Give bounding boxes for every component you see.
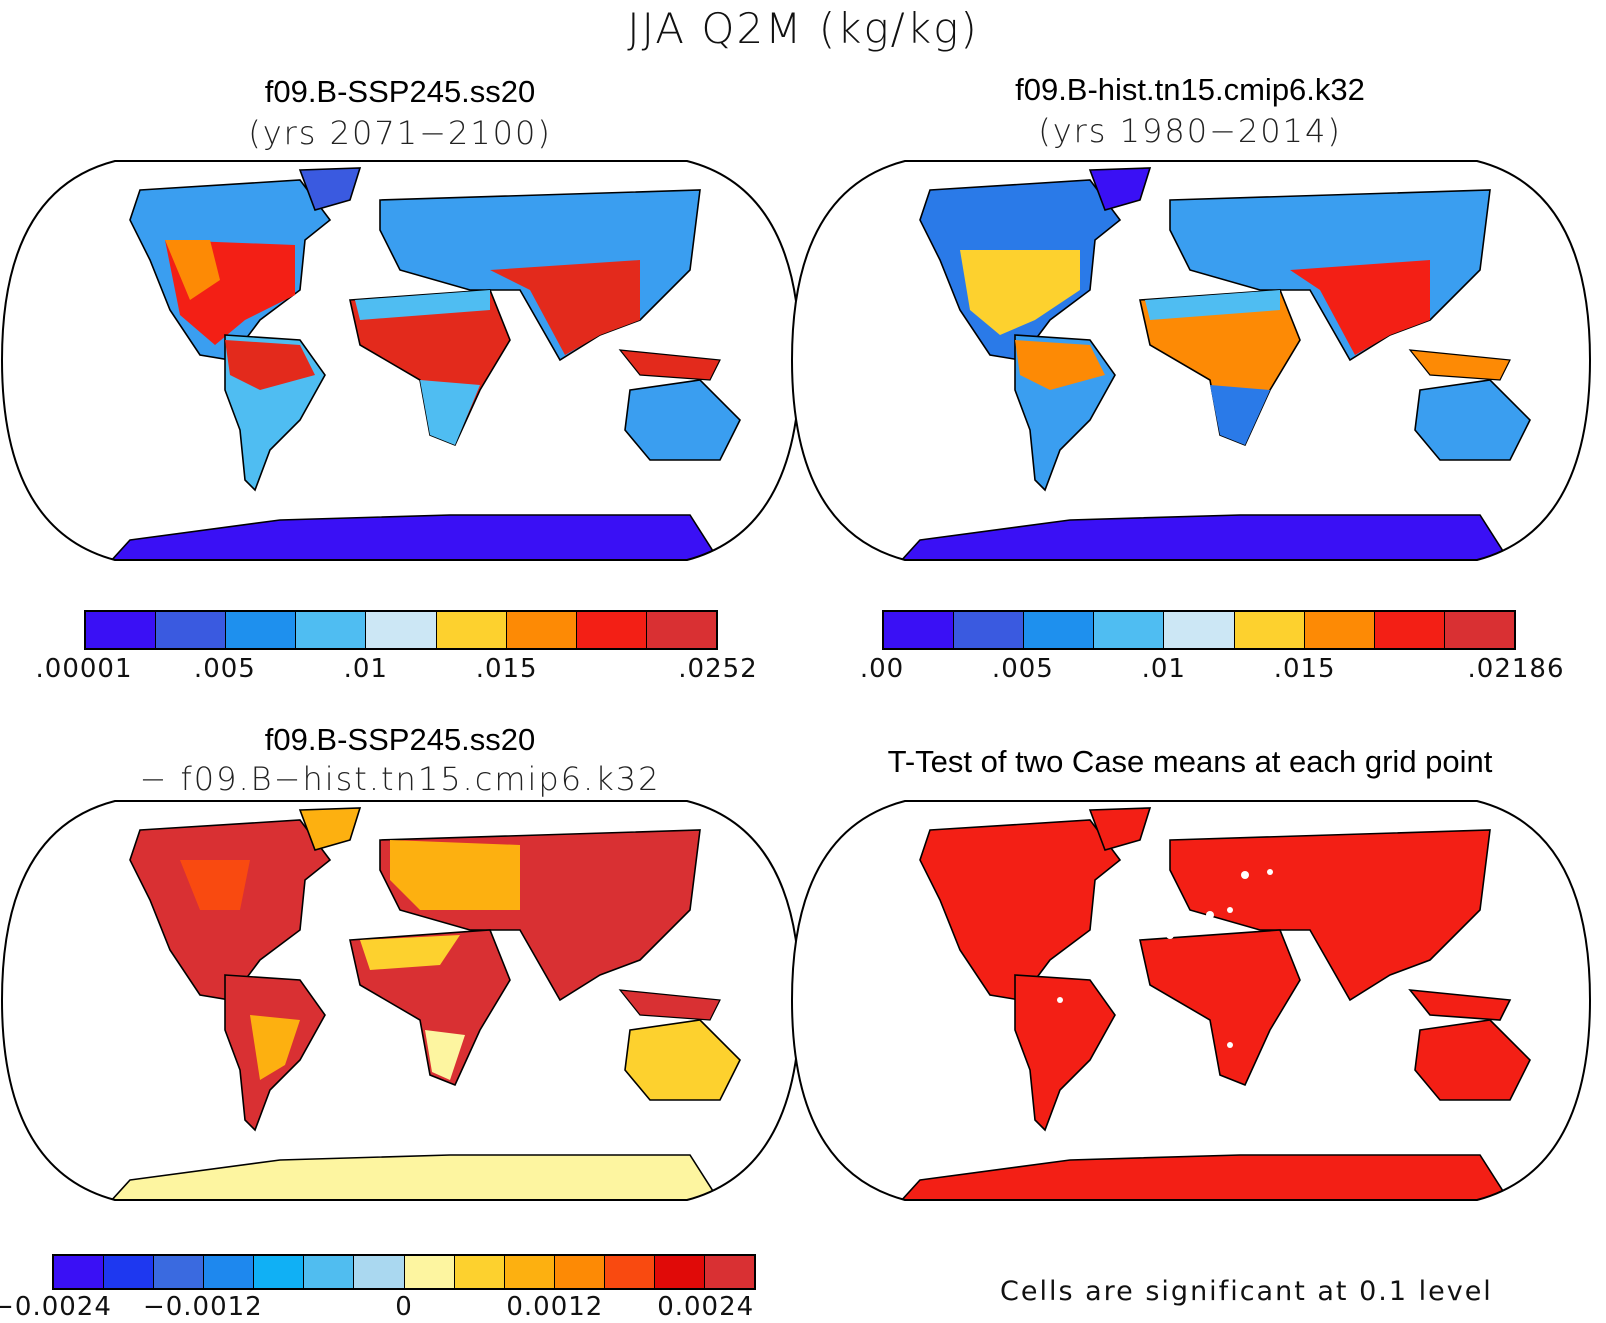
significance-note: Cells are significant at 0.1 level bbox=[1000, 1276, 1493, 1307]
colorbar-tick-label: .015 bbox=[475, 654, 538, 684]
colorbar-cell bbox=[604, 1256, 655, 1288]
panel2-title: f09.B-hist.tn15.cmip6.k32 bbox=[1015, 72, 1365, 107]
colorbar-cell bbox=[204, 1256, 255, 1288]
colorbar-cell bbox=[226, 612, 297, 648]
panel4-title: T-Test of two Case means at each grid po… bbox=[887, 744, 1493, 779]
colorbar-cell bbox=[1304, 612, 1375, 648]
colorbar-cell bbox=[254, 1256, 305, 1288]
colorbar-cell bbox=[296, 612, 367, 648]
colorbar-tick-label: 0 bbox=[395, 1292, 413, 1322]
colorbar-tick-label: −0.0024 bbox=[0, 1292, 112, 1322]
colorbar-cell bbox=[1234, 612, 1305, 648]
colorbar-hist bbox=[882, 610, 1516, 650]
colorbar-tick-label: −0.0012 bbox=[142, 1292, 263, 1322]
colorbar-cell bbox=[436, 612, 507, 648]
colorbar-cell bbox=[54, 1256, 105, 1288]
colorbar-tick-label: .00001 bbox=[35, 654, 133, 684]
colorbar-cell bbox=[654, 1256, 706, 1288]
colorbar-cell bbox=[504, 1256, 555, 1288]
colorbar-cell bbox=[506, 612, 577, 648]
colorbar-tick-label: .0252 bbox=[678, 654, 758, 684]
map-ttest bbox=[790, 800, 1592, 1201]
colorbar-cell bbox=[404, 1256, 455, 1288]
colorbar-cell bbox=[554, 1256, 605, 1288]
colorbar-cell bbox=[1094, 612, 1165, 648]
colorbar-ssp245-ticks: .00001 .005 .01 .015 .0252 bbox=[36, 654, 757, 686]
colorbar-tick-label: .00 bbox=[859, 654, 905, 684]
panel3-subtitle: − f09.B−hist.tn15.cmip6.k32 bbox=[139, 760, 661, 798]
colorbar-cell bbox=[1164, 612, 1235, 648]
panel2-subtitle: (yrs 1980−2014) bbox=[1038, 112, 1342, 150]
colorbar-difference bbox=[52, 1254, 756, 1290]
colorbar-cell bbox=[86, 612, 157, 648]
map-ssp245 bbox=[0, 160, 802, 561]
colorbar-cell bbox=[954, 612, 1025, 648]
colorbar-cell bbox=[354, 1256, 405, 1288]
colorbar-cell bbox=[1374, 612, 1445, 648]
panel1-subtitle: (yrs 2071−2100) bbox=[248, 114, 552, 152]
colorbar-tick-label: .005 bbox=[193, 654, 256, 684]
colorbar-ssp245 bbox=[84, 610, 718, 650]
colorbar-difference-ticks: −0.0024 −0.0012 0 0.0012 0.0024 bbox=[0, 1292, 756, 1322]
panel3-title: f09.B-SSP245.ss20 bbox=[264, 722, 536, 757]
colorbar-cell bbox=[1024, 612, 1095, 648]
colorbar-hist-ticks: .00 .005 .01 .015 .02186 bbox=[860, 654, 1564, 686]
map-difference bbox=[0, 800, 802, 1201]
colorbar-tick-label: .005 bbox=[991, 654, 1054, 684]
map-hist bbox=[790, 160, 1592, 561]
colorbar-tick-label: 0.0012 bbox=[506, 1292, 604, 1322]
colorbar-cell bbox=[1444, 612, 1514, 648]
colorbar-cell bbox=[104, 1256, 155, 1288]
colorbar-cell bbox=[304, 1256, 355, 1288]
colorbar-cell bbox=[156, 612, 227, 648]
colorbar-cell bbox=[884, 612, 955, 648]
colorbar-tick-label: .01 bbox=[343, 654, 388, 684]
colorbar-tick-label: .02186 bbox=[1467, 654, 1565, 684]
colorbar-cell bbox=[454, 1256, 505, 1288]
colorbar-cell bbox=[646, 612, 716, 648]
colorbar-cell bbox=[154, 1256, 205, 1288]
figure-title: JJA Q2M (kg/kg) bbox=[627, 4, 979, 53]
colorbar-tick-label: 0.0024 bbox=[657, 1292, 755, 1322]
colorbar-cell bbox=[576, 612, 647, 648]
colorbar-cell bbox=[366, 612, 437, 648]
colorbar-tick-label: .01 bbox=[1141, 654, 1186, 684]
colorbar-cell bbox=[705, 1256, 755, 1288]
colorbar-tick-label: .015 bbox=[1273, 654, 1336, 684]
panel1-title: f09.B-SSP245.ss20 bbox=[264, 74, 536, 109]
